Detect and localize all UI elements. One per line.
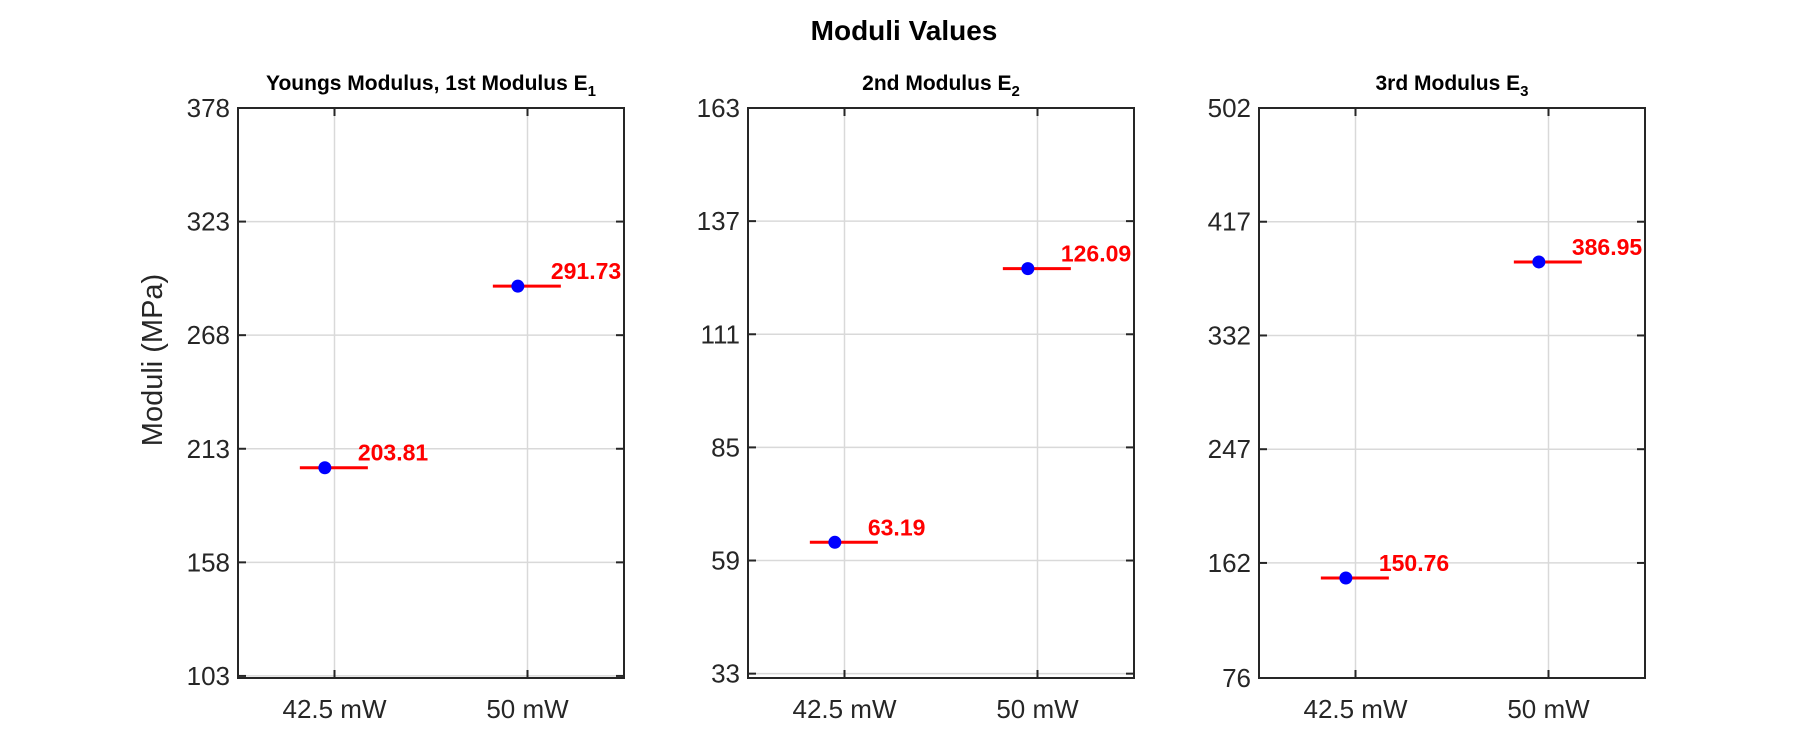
y-tick-label: 378 [187,93,230,123]
x-tick-label: 42.5 mW [282,694,386,724]
y-tick-label: 332 [1208,320,1251,350]
subplot-1: Youngs Modulus, 1st Modulus E1 103 158 213 2… [187,72,625,724]
y-axis-label: Moduli (MPa) [137,274,169,446]
data-label: 291.73 [551,258,621,284]
y-tick-label: 268 [187,320,230,350]
subplot-title-main: Youngs Modulus, 1st Modulus E [266,72,588,95]
x-tick-label: 50 mW [486,694,569,724]
x-tick-label: 50 mW [996,694,1079,724]
subplot-title-main: 3rd Modulus E [1375,72,1520,95]
data-label: 63.19 [868,514,926,540]
subplot-title-subscript: 1 [588,83,596,100]
y-tick-label: 213 [187,434,230,464]
data-label: 126.09 [1061,241,1131,267]
axes-box [237,107,625,679]
data-point [1339,571,1353,585]
data-label: 386.95 [1572,234,1643,260]
y-tick-label: 247 [1208,434,1251,464]
data-point [1532,255,1546,269]
y-tick-label: 162 [1208,548,1251,578]
subplot-title-main: 2nd Modulus E [862,72,1011,95]
y-tick-label: 323 [187,207,230,237]
subplot-title-subscript: 2 [1011,83,1019,100]
y-tick-label: 33 [711,659,740,689]
x-tick-label: 42.5 mW [792,694,896,724]
data-label: 203.81 [358,440,429,466]
y-tick-label: 111 [700,319,740,349]
y-tick-label: 103 [187,661,230,691]
axes-box [747,107,1135,679]
data-label: 150.76 [1379,550,1449,576]
data-point [1021,262,1035,276]
axes-box [1258,107,1646,679]
data-point [511,279,525,293]
subplot-title: 2nd Modulus E2 [862,72,1020,100]
subplot-title: Youngs Modulus, 1st Modulus E1 [266,72,596,100]
data-point [828,535,842,549]
y-tick-label: 76 [1222,663,1251,693]
y-tick-label: 59 [711,546,740,576]
y-tick-label: 502 [1208,93,1251,123]
subplot-2: 2nd Modulus E2 33 59 85 111 137 163 42.5 mW 50 m… [697,72,1135,724]
y-tick-label: 137 [697,206,740,236]
x-tick-label: 42.5 mW [1303,694,1407,724]
y-tick-label: 85 [711,432,740,462]
subplot-title: 3rd Modulus E3 [1375,72,1528,100]
subplot-panels: Youngs Modulus, 1st Modulus E11031582132… [187,72,1646,724]
subplot-title-subscript: 3 [1520,83,1528,100]
y-tick-label: 417 [1208,207,1251,237]
y-tick-label: 158 [187,547,230,577]
x-tick-label: 50 mW [1507,694,1590,724]
subplot-3: 3rd Modulus E3 76 162 247 332 417 502 42.5 mW 50… [1208,72,1646,724]
data-point [318,461,332,475]
figure-title: Moduli Values [811,15,998,46]
y-tick-label: 163 [697,93,740,123]
